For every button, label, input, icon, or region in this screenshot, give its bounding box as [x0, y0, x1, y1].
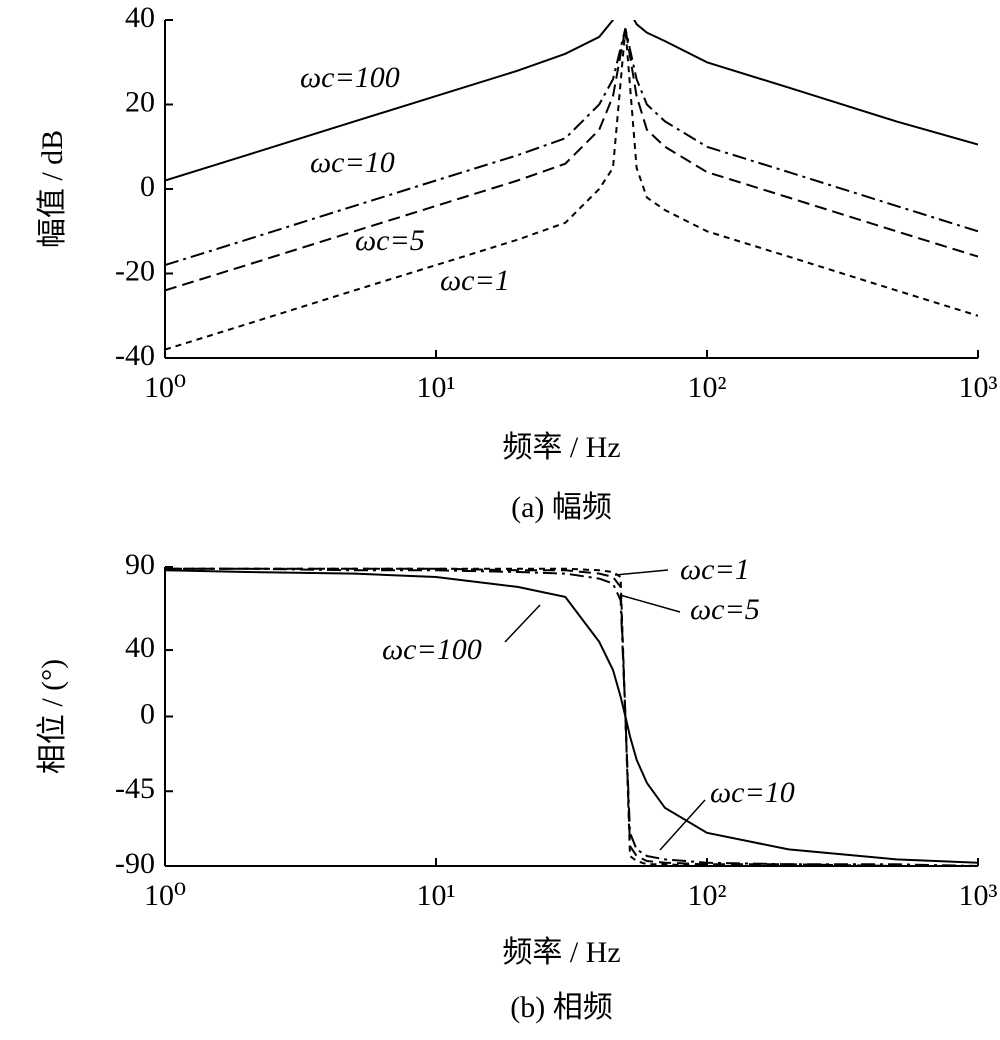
y-tick-label: 20 — [125, 85, 155, 118]
line-series — [165, 28, 978, 267]
y-tick-label: 0 — [140, 170, 155, 203]
series-label: ωc=100 — [300, 61, 400, 94]
x-tick-label: 10¹ — [417, 371, 456, 404]
line-series — [165, 567, 978, 866]
leader-line — [614, 569, 669, 576]
series-label: ωc=5 — [355, 224, 425, 257]
x-tick-label: 10² — [688, 879, 727, 912]
y-tick-label: 40 — [125, 631, 155, 664]
line-series — [165, 567, 978, 866]
y-tick-label: -40 — [115, 339, 155, 372]
y-tick-label: 0 — [140, 697, 155, 730]
y-tick-label: -90 — [115, 847, 155, 880]
y-tick-label: -45 — [115, 772, 155, 805]
caption: (b) 相频 — [510, 991, 612, 1024]
caption: (a) 幅频 — [511, 491, 612, 524]
x-tick-label: 10⁰ — [144, 879, 186, 912]
series-label: ωc=10 — [310, 146, 395, 179]
series-label: ωc=1 — [440, 264, 510, 297]
line-series — [165, 28, 978, 351]
leader-line — [619, 594, 681, 613]
plot-area — [165, 20, 978, 351]
x-tick-label: 10² — [688, 371, 727, 404]
x-tick-label: 10³ — [959, 879, 998, 912]
x-axis-label: 频率 / Hz — [502, 936, 620, 969]
leader-line — [659, 799, 706, 851]
line-series — [165, 569, 978, 864]
x-tick-label: 10⁰ — [144, 371, 186, 404]
series-label: ωc=100 — [382, 633, 482, 666]
y-tick-label: 90 — [125, 548, 155, 581]
y-tick-label: 40 — [125, 1, 155, 34]
chart: -40 -20 0 20 40 10⁰ 10¹ 10² 10³ 频率 / Hz 幅值 / dB (a)… — [36, 1, 998, 524]
y-tick-label: -20 — [115, 254, 155, 287]
series-label: ωc=5 — [690, 593, 760, 626]
x-tick-label: 10¹ — [417, 879, 456, 912]
series-label: ωc=10 — [710, 776, 795, 809]
x-tick-label: 10³ — [959, 371, 998, 404]
y-axis-label: 幅值 / dB — [36, 130, 69, 248]
y-axis-label: 相位 / (°) — [36, 659, 69, 774]
x-axis-label: 频率 / Hz — [502, 431, 620, 464]
line-series — [165, 20, 978, 182]
series-label: ωc=1 — [680, 553, 750, 586]
leader-line — [504, 604, 541, 643]
line-series — [165, 567, 978, 866]
plot-area — [165, 567, 978, 866]
line-series — [165, 28, 978, 292]
